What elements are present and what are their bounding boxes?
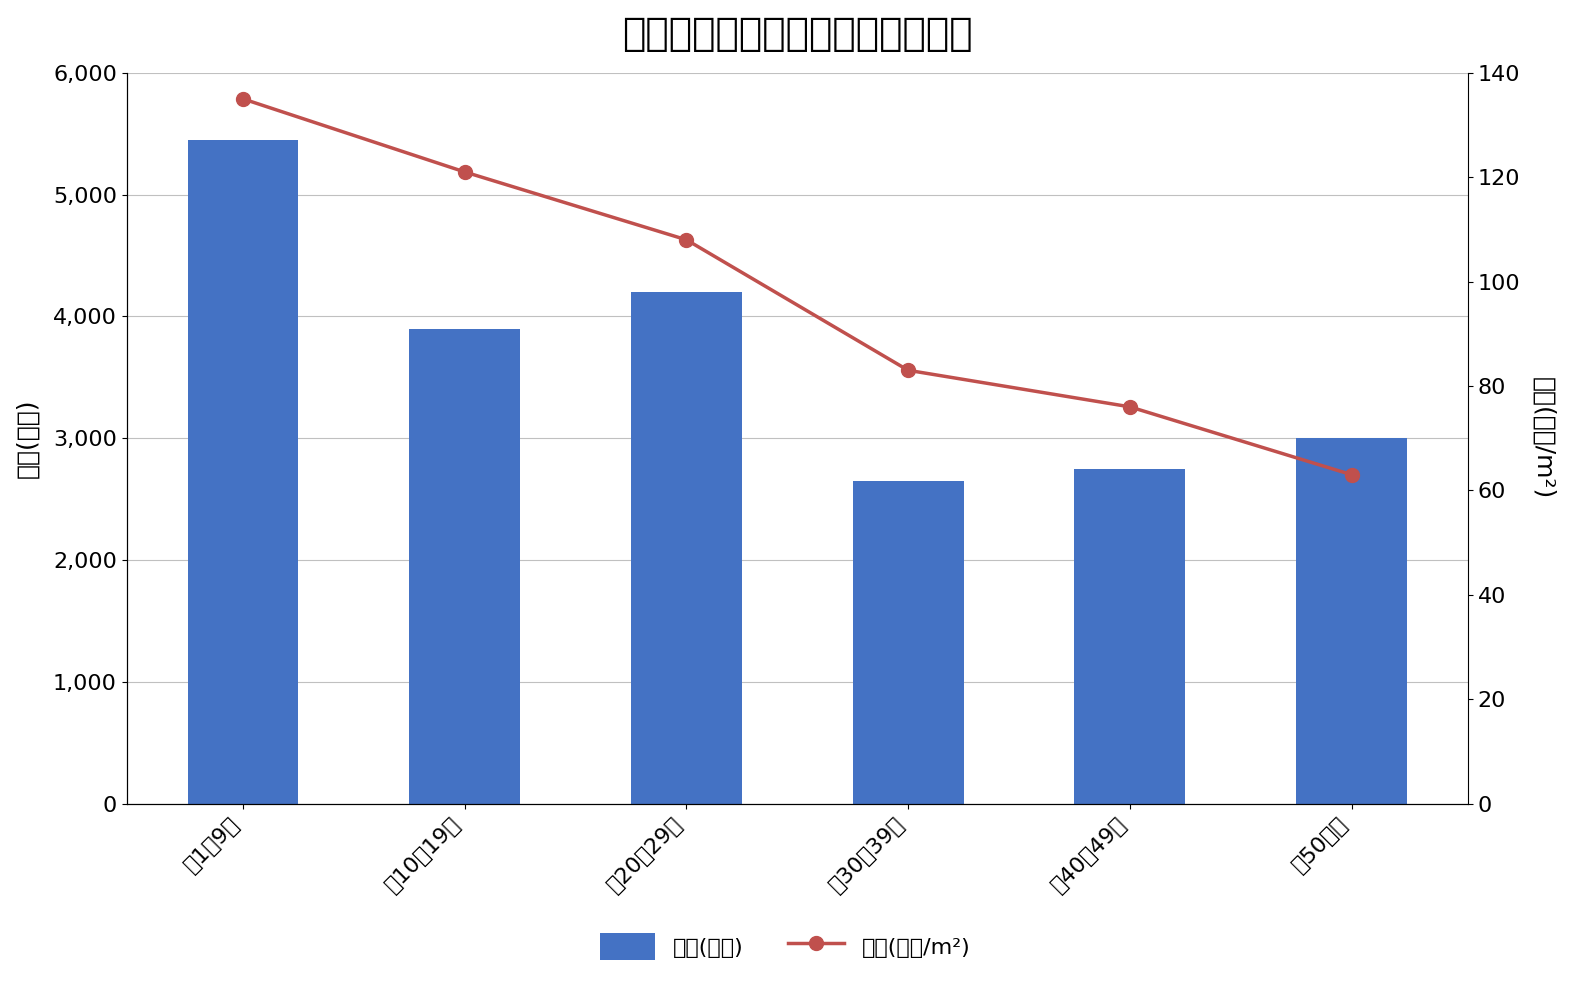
Legend: 価格(万円), 単価(万円/m²): 価格(万円), 単価(万円/m²) [590,924,980,969]
Bar [187,140,298,804]
Line: 単価(万円/m²): 単価(万円/m²) [236,92,1358,481]
単価(万円/m²) [234,93,253,105]
単価(万円/m²) [1121,401,1140,413]
単価(万円/m²) [677,234,696,246]
Bar [410,329,520,804]
Y-axis label: 単価(万円/m²): 単価(万円/m²) [1531,377,1554,499]
Bar [1297,439,1407,804]
Bar [1074,468,1185,804]
単価(万円/m²) [898,364,917,376]
Title: 新宿区の築年数別マンション価格: 新宿区の築年数別マンション価格 [622,15,972,53]
Bar [631,292,743,804]
Bar [853,481,964,804]
Y-axis label: 価格(万円): 価格(万円) [16,398,39,478]
単価(万円/m²) [455,166,474,178]
単価(万円/m²) [1342,468,1361,480]
